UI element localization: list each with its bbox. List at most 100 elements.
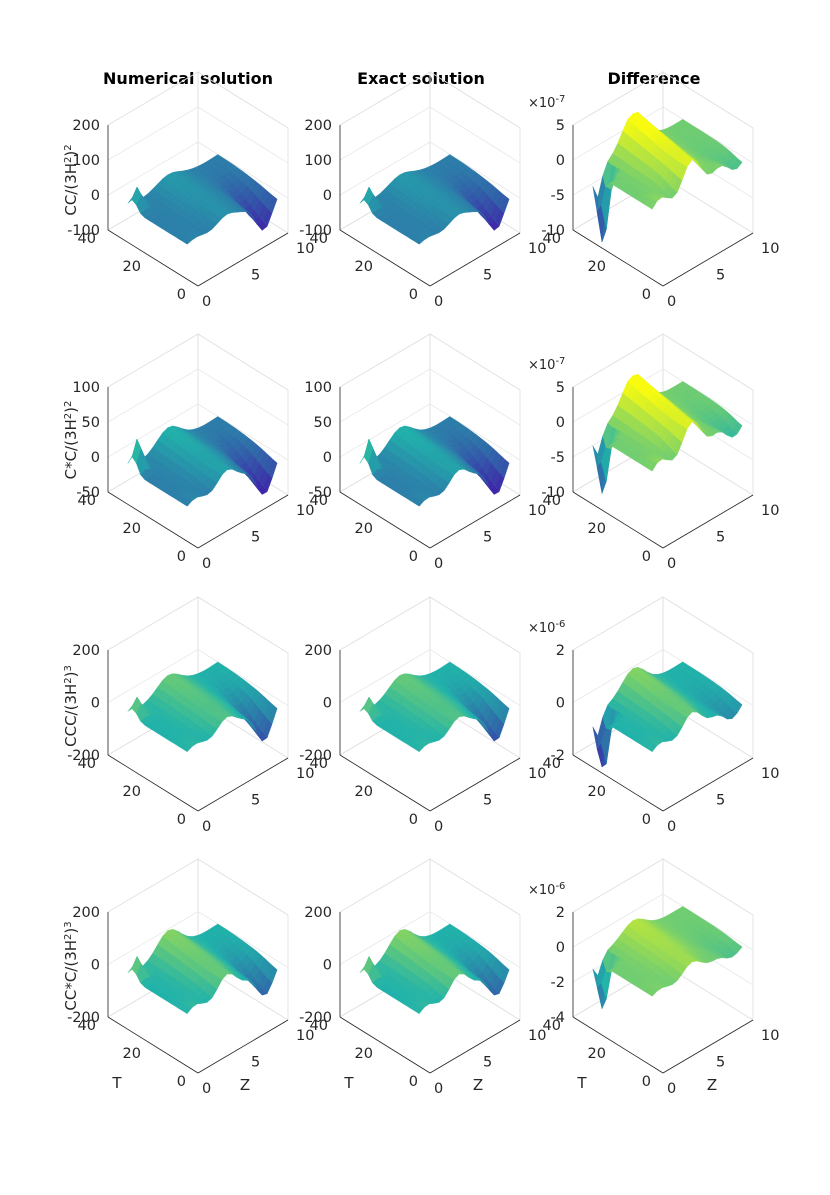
- z-axis-line: [429, 232, 521, 287]
- gridline: [572, 596, 664, 651]
- z-tick-label: 10: [296, 766, 314, 782]
- row-ylabel: CC/(3H2)2: [62, 144, 80, 215]
- t-tick-label: 20: [355, 259, 373, 275]
- column-title-exact: Exact solution: [357, 69, 485, 88]
- t-tick-label: 40: [543, 231, 561, 247]
- ylabel-sup: 2: [63, 934, 74, 940]
- t-axis-line: [339, 229, 431, 287]
- z-axis-line: [662, 1019, 754, 1074]
- z-tick-label: 5: [483, 530, 492, 546]
- ylabel-mid: ): [62, 928, 80, 934]
- t-tick-label: 0: [642, 549, 651, 565]
- t-axis-line: [572, 491, 664, 549]
- z-tick-label: 10: [528, 241, 546, 257]
- z-axis-line: [429, 757, 521, 812]
- gridline: [429, 71, 521, 129]
- z-tick-label: 0: [434, 819, 443, 835]
- value-tick-label: -10: [541, 223, 565, 239]
- t-tick-label: 0: [642, 812, 651, 828]
- exponent-label: ×10-6: [528, 881, 565, 899]
- t-tick-label: 40: [310, 756, 328, 772]
- surface-patch: [499, 459, 510, 479]
- value-tick-label: 200: [304, 118, 332, 134]
- z-tick-label: 10: [528, 503, 546, 519]
- surface-patch: [499, 965, 510, 984]
- gridline: [429, 858, 521, 916]
- value-tick-label: 50: [82, 415, 100, 431]
- z-tick-label: 5: [716, 1055, 725, 1071]
- value-tick-label: 0: [323, 450, 332, 466]
- t-tick-label: 20: [123, 1046, 141, 1062]
- gridline: [107, 333, 199, 388]
- z-axis-line: [197, 232, 289, 287]
- t-tick-label: 20: [588, 784, 606, 800]
- t-tick-label: 0: [177, 812, 186, 828]
- ylabel-sup: 2: [63, 157, 74, 163]
- t-tick-label: 20: [355, 1046, 373, 1062]
- gridline: [429, 649, 521, 706]
- gridline: [429, 333, 521, 391]
- value-tick-label: -2: [551, 748, 565, 764]
- t-axis-line: [572, 229, 664, 287]
- z-axis-label: Z: [240, 1076, 250, 1094]
- z-tick-label: 5: [251, 530, 260, 546]
- t-axis-line: [339, 1016, 431, 1074]
- gridline: [197, 649, 289, 706]
- t-axis-line: [572, 1016, 664, 1074]
- z-tick-label: 0: [434, 556, 443, 572]
- t-tick-label: 20: [123, 784, 141, 800]
- z-tick-label: 10: [528, 766, 546, 782]
- z-tick-label: 10: [296, 503, 314, 519]
- gridline: [429, 106, 521, 164]
- gridline: [662, 858, 754, 916]
- exponent-base: ×10: [528, 96, 555, 111]
- gridline: [339, 649, 431, 703]
- gridline: [429, 141, 521, 199]
- t-axis-line: [572, 754, 664, 812]
- t-tick-label: 40: [543, 756, 561, 772]
- exponent-base: ×10: [528, 621, 555, 636]
- gridline: [197, 911, 289, 968]
- value-tick-label: -50: [76, 485, 100, 501]
- gridline: [339, 141, 431, 196]
- t-axis-line: [107, 754, 199, 812]
- surface-plot-3-1: -200 0 200 0 20 40 0 5 10: [299, 858, 546, 1097]
- ylabel-base: CCC/(3H: [62, 684, 80, 747]
- value-tick-label: 0: [91, 188, 100, 204]
- t-axis-line: [107, 491, 199, 549]
- value-tick-label: 0: [556, 153, 565, 169]
- gridline: [572, 893, 664, 948]
- z-axis-line: [429, 1019, 521, 1074]
- gridline: [572, 71, 664, 126]
- value-tick-label: 50: [314, 415, 332, 431]
- t-tick-label: 20: [588, 521, 606, 537]
- z-axis-line: [197, 494, 289, 549]
- gridline: [429, 368, 521, 426]
- z-tick-label: 0: [434, 1081, 443, 1097]
- surface-plot-0-2: -10 -5 0 5 0 20 40 0 5 10 ×10-7: [528, 71, 779, 310]
- z-tick-label: 5: [716, 268, 725, 284]
- gridline: [107, 141, 199, 196]
- surface-plot-2-1: -200 0 200 0 20 40 0 5 10: [299, 596, 546, 835]
- surface-patch: [732, 158, 743, 169]
- z-axis-line: [662, 232, 754, 287]
- t-tick-label: 0: [409, 287, 418, 303]
- z-tick-label: 0: [202, 1081, 211, 1097]
- t-tick-label: 40: [78, 231, 96, 247]
- z-tick-label: 0: [667, 294, 676, 310]
- z-tick-label: 5: [251, 793, 260, 809]
- row-ylabel: C*C/(3H2)2: [62, 401, 80, 480]
- z-tick-label: 0: [202, 294, 211, 310]
- z-tick-label: 0: [667, 1081, 676, 1097]
- z-tick-label: 5: [483, 793, 492, 809]
- value-tick-label: 5: [556, 118, 565, 134]
- gridline: [197, 596, 289, 654]
- ylabel-sup: 2: [63, 413, 74, 419]
- z-tick-label: 10: [761, 503, 779, 519]
- value-tick-label: 0: [556, 415, 565, 431]
- value-tick-label: 0: [323, 188, 332, 204]
- value-tick-label: 200: [72, 643, 100, 659]
- t-tick-label: 20: [123, 259, 141, 275]
- t-tick-label: 20: [355, 521, 373, 537]
